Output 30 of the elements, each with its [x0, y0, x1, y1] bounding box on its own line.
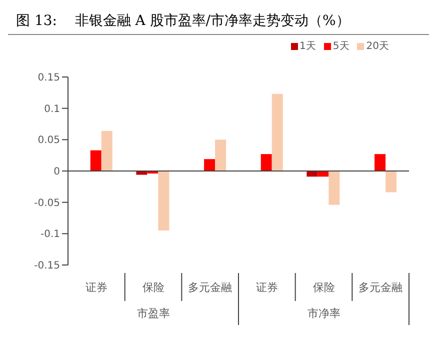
legend-label: 5天	[332, 40, 350, 53]
x-tick-label: 证券	[256, 281, 278, 294]
bar	[328, 171, 340, 205]
text: 市净率	[307, 307, 340, 320]
bar	[215, 140, 226, 171]
bar	[90, 150, 102, 171]
y-tick-label: -0.1	[40, 229, 60, 240]
bar	[272, 94, 283, 171]
y-tick-label: 0.05	[38, 135, 60, 146]
x-tick-label: 保险	[312, 281, 335, 294]
text: 市盈率	[136, 307, 170, 320]
y-tick-label: -0.05	[34, 198, 60, 209]
x-tick-label: 证券	[85, 281, 108, 294]
bar	[158, 171, 170, 231]
legend-label: 20天	[365, 40, 389, 53]
x-tick-label: 多元金融	[188, 281, 232, 294]
chart-title: 图 13: 非银金融 A 股市盈率/市净率走势变动（%）	[8, 8, 429, 35]
y-tick-label: -0.15	[34, 260, 60, 272]
legend-label: 1天	[298, 40, 316, 53]
x-tick-label: 多元金融	[358, 281, 403, 294]
bar	[374, 154, 386, 171]
y-tick-label: 0.1	[44, 104, 60, 115]
bar	[386, 171, 397, 192]
y-tick-label: 0	[54, 166, 60, 178]
bar	[204, 159, 216, 171]
x-tick-label: 保险	[142, 281, 164, 294]
bar	[101, 130, 112, 171]
bar	[136, 171, 148, 175]
bar	[260, 154, 272, 171]
y-tick-label: 0.15	[38, 72, 60, 84]
